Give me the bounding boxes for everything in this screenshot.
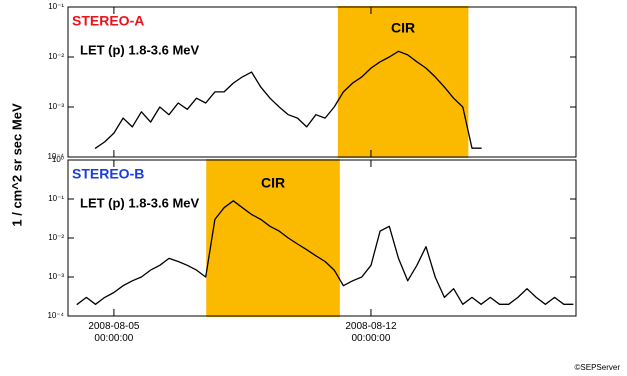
x-tick-label: 2008-08-05 00:00:00 [88,321,140,344]
panel-title: STEREO-A [72,13,144,29]
series-label: LET (p) 1.8-3.6 MeV [80,195,200,210]
region-label: CIR [391,20,415,36]
y-tick-label: 10⁻¹ [48,194,64,203]
y-tick-label: 10⁻¹ [48,2,64,11]
plot-frame [67,159,577,317]
data-line [96,51,573,148]
y-axis-label: 1 / cm^2 sr sec MeV [9,103,24,227]
y-tick-label: 10⁰ [52,155,64,164]
plot-frame [67,6,577,158]
x-tick-label: 2008-08-12 00:00:00 [345,321,397,344]
y-tick-label: 10⁻³ [48,102,64,111]
data-line [76,200,574,305]
credit: ©SEPServer [575,363,621,372]
y-tick-label: 10⁻⁴ [47,152,64,161]
shaded-region [206,159,340,317]
series-label: LET (p) 1.8-3.6 MeV [80,42,200,57]
y-tick-label: 10⁻² [48,52,64,61]
region-label: CIR [261,175,285,191]
shaded-region [337,6,469,158]
y-tick-label: 10⁻⁴ [47,311,64,320]
panel-title: STEREO-B [72,166,144,182]
y-tick-label: 10⁻³ [48,272,64,281]
y-tick-label: 10⁻² [48,233,64,242]
